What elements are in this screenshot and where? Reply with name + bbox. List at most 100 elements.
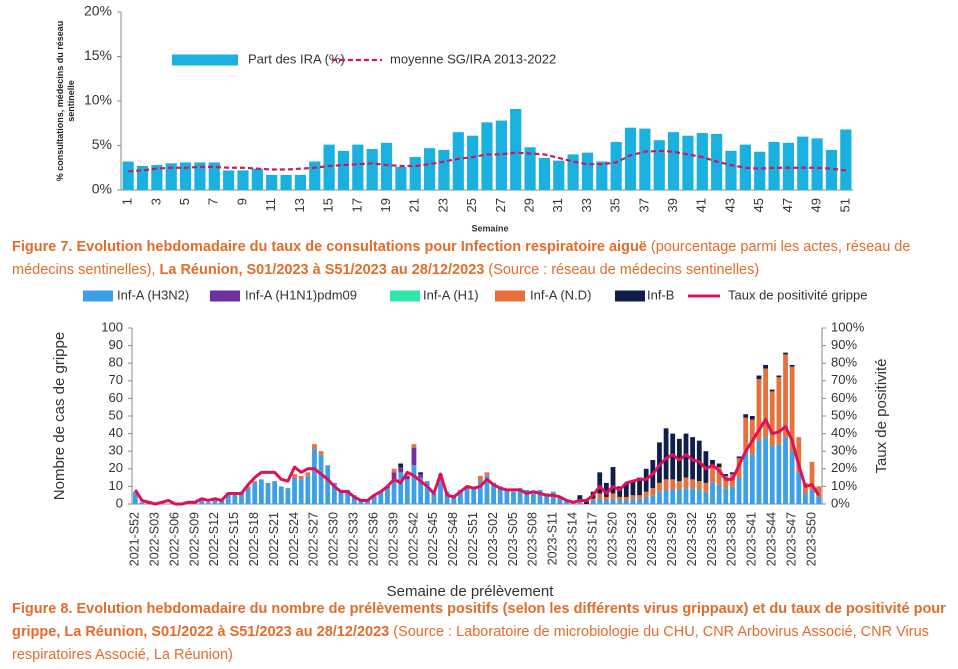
bar	[610, 467, 616, 494]
bar	[716, 467, 722, 485]
bar	[298, 475, 304, 480]
legend-label: moyenne SG/IRA 2013-2022	[390, 51, 556, 66]
bar	[292, 474, 297, 478]
bar	[769, 389, 775, 392]
caption-part: Figure 7. Evolution hebdomadaire du taux…	[12, 239, 647, 255]
bar	[481, 122, 493, 190]
bar	[252, 481, 258, 483]
bar	[444, 491, 450, 504]
bar	[510, 109, 522, 190]
bar	[643, 491, 649, 497]
x-tick-label: 2022-S09	[187, 512, 201, 566]
bar	[610, 498, 616, 504]
y2-tick-label: 90%	[831, 337, 857, 352]
caption-part: Figure 8. Evolution hebdomadaire du nomb…	[12, 601, 946, 640]
x-tick-label: 47	[780, 198, 795, 212]
bar	[716, 463, 722, 468]
x-tick-label: 2022-S51	[466, 512, 480, 566]
bar	[637, 498, 642, 504]
bar	[245, 486, 251, 489]
bar	[657, 482, 662, 492]
bar	[294, 174, 307, 190]
bar	[769, 445, 775, 504]
bar	[208, 162, 220, 190]
bar	[205, 502, 211, 504]
y-tick-label: 5%	[92, 136, 112, 152]
x-tick-label: 31	[550, 198, 565, 212]
x-tick-label: 15	[321, 198, 336, 212]
bar	[776, 375, 782, 378]
bar	[783, 352, 788, 355]
legend-label: Inf-A (H1)	[423, 287, 479, 302]
bar	[769, 391, 775, 446]
bar	[690, 488, 696, 504]
bar	[703, 482, 709, 492]
x-tick-label: 2023-S50	[804, 512, 818, 566]
bar	[391, 479, 397, 504]
bar	[391, 472, 397, 480]
x-tick-label: 2021-S52	[128, 512, 142, 566]
bar	[337, 150, 350, 190]
bar	[424, 481, 430, 504]
bar	[371, 495, 377, 504]
legend-label: Inf-A (N.D)	[530, 287, 591, 302]
bar	[323, 144, 335, 190]
bar	[657, 442, 662, 483]
bar	[630, 495, 636, 499]
legend-marker	[83, 290, 113, 302]
legend-label: Inf-A (H1N1)pdm09	[245, 287, 357, 302]
bar	[610, 141, 622, 190]
x-tick-label: 3	[148, 198, 163, 205]
bar	[725, 150, 737, 190]
bar	[639, 128, 651, 190]
y-axis-title: Nombre de cas de grippe	[51, 332, 68, 500]
bar	[710, 465, 715, 483]
x-tick-label: 17	[349, 198, 364, 212]
bar	[404, 475, 410, 480]
bar	[278, 486, 284, 504]
x-tick-label: 2023-S02	[486, 512, 500, 566]
bar	[495, 120, 507, 190]
bar	[811, 138, 823, 190]
bar	[617, 500, 623, 504]
x-tick-label: 43	[722, 198, 737, 212]
bar	[411, 444, 417, 448]
series-line	[134, 418, 820, 506]
bar	[643, 496, 649, 504]
bar	[352, 144, 364, 190]
bar	[723, 475, 729, 489]
x-tick-label: 21	[407, 198, 422, 212]
y-tick-label: 80	[109, 355, 123, 370]
bar	[484, 475, 490, 504]
y-tick-label: 10%	[84, 92, 112, 108]
bar	[504, 489, 510, 504]
bar	[451, 495, 457, 504]
legend-marker	[495, 290, 525, 302]
bar	[743, 414, 749, 418]
x-axis-title: Semaine de prélèvement	[387, 583, 555, 600]
legend-label: Inf-A (H3N2)	[117, 287, 189, 302]
bar	[676, 489, 682, 504]
bar	[603, 482, 609, 497]
x-tick-label: 13	[292, 198, 307, 212]
bar	[776, 444, 782, 504]
bar	[577, 495, 583, 501]
bar	[380, 142, 393, 190]
bar	[763, 368, 768, 438]
bar	[418, 472, 423, 475]
bar	[409, 157, 421, 190]
bar	[749, 416, 755, 420]
figure-caption: Figure 7. Evolution hebdomadaire du taux…	[12, 236, 947, 282]
bar	[139, 502, 145, 504]
y2-tick-label: 20%	[831, 460, 857, 475]
bar	[564, 500, 569, 504]
caption-part: La Réunion, S01/2023 à S51/2023 au 28/12…	[159, 262, 485, 278]
bar	[825, 149, 838, 190]
x-tick-label: 11	[263, 198, 278, 212]
bar	[225, 493, 231, 504]
x-tick-label: 2023-S26	[645, 512, 659, 566]
bar	[219, 500, 224, 504]
bar	[199, 500, 205, 504]
x-tick-label: 2023-S47	[784, 512, 798, 566]
legend-label: Part des IRA (%)	[248, 51, 345, 66]
